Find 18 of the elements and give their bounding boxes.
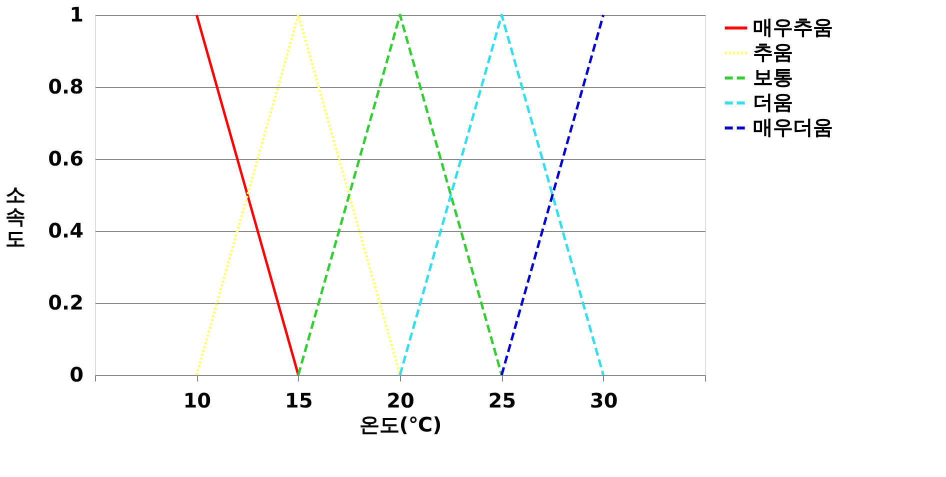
- legend-label: 더움: [753, 90, 793, 114]
- legend-label: 추움: [753, 40, 793, 64]
- y-tick-label: 0.4: [48, 218, 84, 242]
- y-tick-label: 0: [70, 362, 84, 386]
- x-tick-label: 30: [590, 388, 618, 412]
- legend-label: 매우추움: [753, 15, 833, 39]
- y-tick-label: 0.8: [48, 74, 84, 98]
- x-axis-title: 온도(℃): [359, 412, 442, 436]
- y-tick-label: 0.2: [48, 290, 84, 314]
- y-axis-title: 소속도: [6, 182, 26, 250]
- x-tick-label: 20: [386, 388, 414, 412]
- x-tick-label: 25: [488, 388, 516, 412]
- y-tick-label: 0.6: [48, 146, 84, 170]
- x-tick-label: 15: [284, 388, 313, 412]
- x-tick-label: 10: [183, 388, 212, 412]
- legend-label: 보통: [753, 65, 793, 89]
- legend-label: 매우더움: [753, 115, 833, 139]
- y-tick-label: 1: [70, 2, 84, 26]
